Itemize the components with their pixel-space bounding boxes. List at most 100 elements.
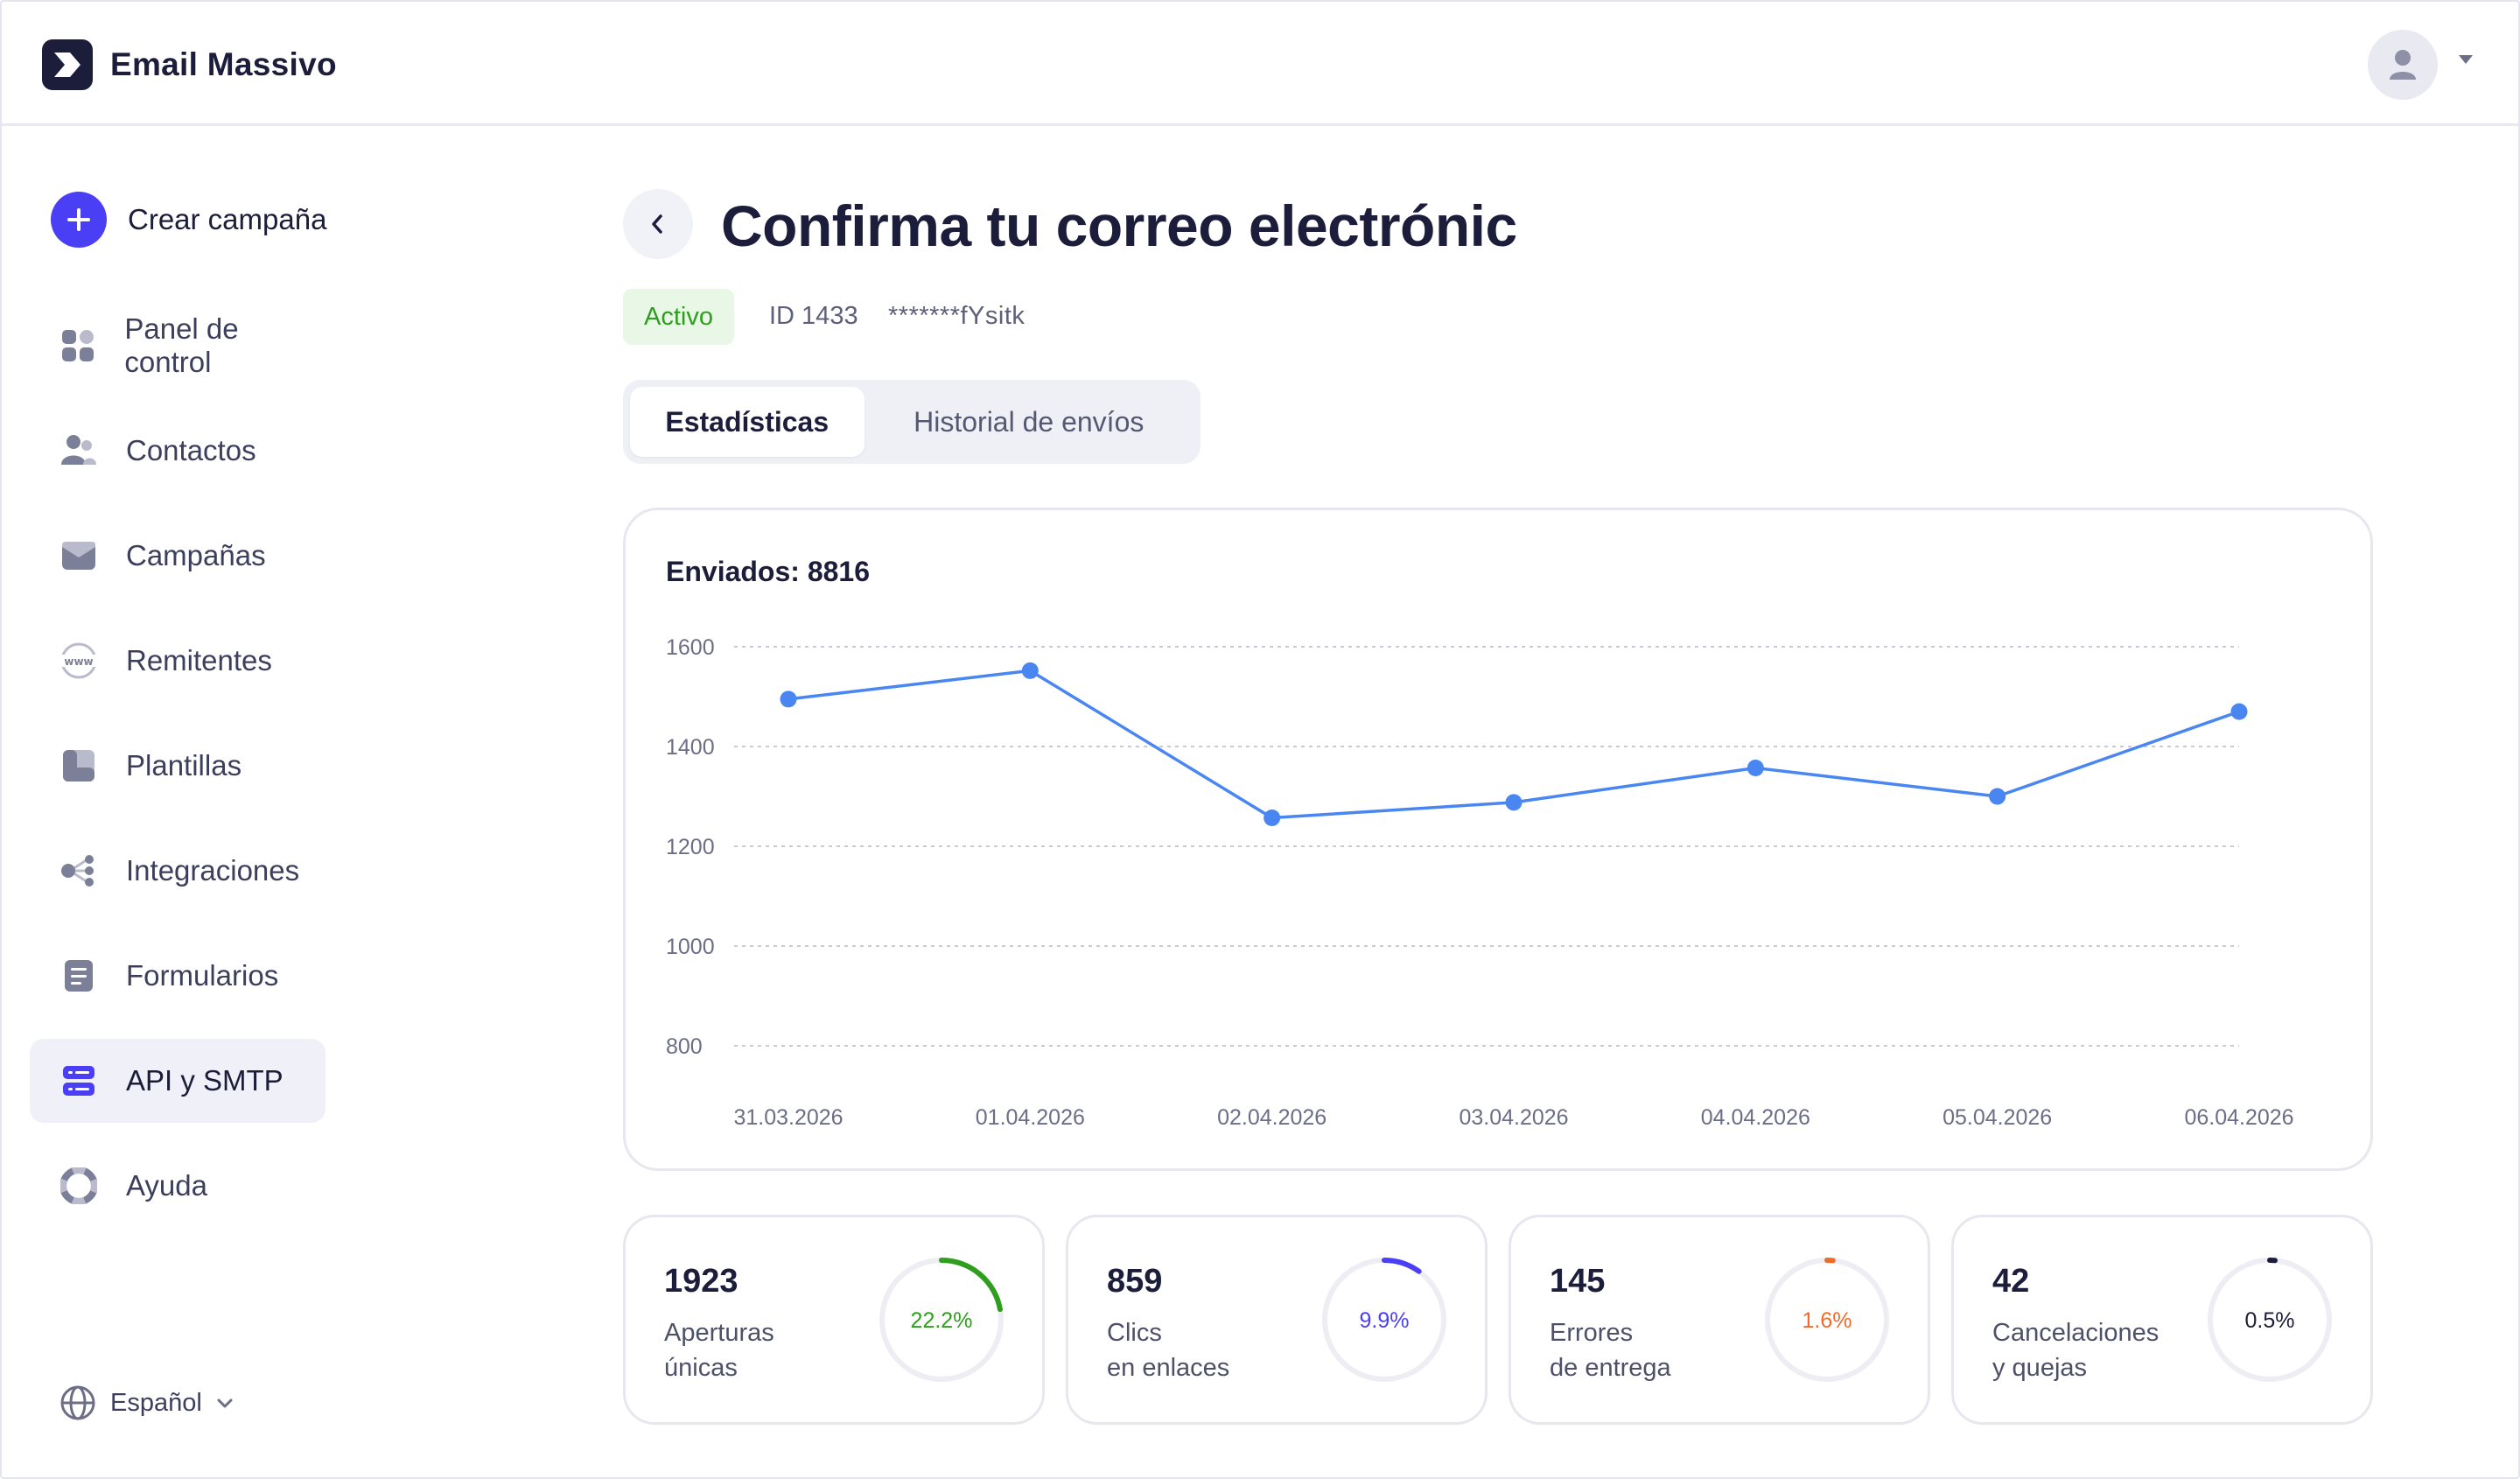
stat-label-line2: de entrega: [1550, 1354, 1671, 1382]
integrations-icon: [60, 852, 98, 890]
sidebar-item-label: Contactos: [126, 434, 256, 466]
ring-progress: [1322, 1258, 1446, 1382]
server-icon: [60, 1062, 98, 1100]
x-tick-label: 04.04.2026: [1701, 1105, 1810, 1130]
data-point: [1264, 810, 1281, 827]
x-tick-label: 03.04.2026: [1459, 1105, 1568, 1130]
sidebar-item-api-smtp[interactable]: API y SMTP: [30, 1039, 326, 1123]
sidebar-item-senders[interactable]: www Remitentes: [30, 619, 326, 703]
y-tick-label: 1600: [666, 635, 715, 660]
sidebar-item-templates[interactable]: Plantillas: [30, 724, 326, 808]
y-tick-label: 1400: [666, 735, 715, 760]
stat-value: 1923: [664, 1263, 738, 1300]
line-chart: 800 1000 1200 1400 1600 31.03.2026 01.04.2026 0…: [666, 635, 2294, 1130]
svg-text:www: www: [64, 655, 93, 668]
chevron-down-icon: [217, 1398, 233, 1408]
stat-label-line1: Errores: [1550, 1319, 1634, 1347]
stat-value: 859: [1107, 1263, 1163, 1300]
stat-value: 42: [1992, 1263, 2030, 1300]
ring-percent-label: 9.9%: [1360, 1308, 1410, 1333]
back-button[interactable]: [623, 189, 693, 259]
globe-icon: [60, 1385, 95, 1420]
sidebar-item-forms[interactable]: Formularios: [30, 934, 326, 1018]
y-tick-label: 1000: [666, 935, 715, 959]
stat-label-line1: Clics: [1107, 1319, 1162, 1347]
create-campaign-label: Crear campaña: [128, 203, 327, 235]
sidebar-item-label: Panel de control: [124, 312, 239, 378]
user-menu-caret-icon[interactable]: [2459, 55, 2473, 64]
sidebar-item-label: Campañas: [126, 539, 266, 571]
logo-icon: [42, 39, 93, 90]
ring-percent-label: 22.2%: [911, 1308, 973, 1333]
dashboard-icon: [60, 326, 96, 365]
sidebar-item-dashboard[interactable]: Panel de control: [30, 304, 326, 388]
user-avatar[interactable]: [2368, 30, 2438, 100]
ring-percent-label: 1.6%: [1802, 1308, 1852, 1333]
stat-label: Aperturas únicas: [664, 1315, 774, 1385]
x-tick-label: 05.04.2026: [1942, 1105, 2052, 1130]
stat-card-delivery-errors: 145 Errores de entrega 1.6%: [1508, 1215, 1930, 1425]
chevron-left-icon: [652, 214, 662, 234]
sidebar-item-integrations[interactable]: Integraciones: [30, 829, 326, 913]
chart-title: Enviados: 8816: [666, 556, 870, 587]
stat-card-unsubscribes: 42 Cancelaciones y quejas 0.5%: [1951, 1215, 2373, 1425]
y-tick-label: 1200: [666, 835, 715, 859]
x-tick-label: 02.04.2026: [1217, 1105, 1326, 1130]
contacts-icon: [60, 431, 98, 470]
ring-percent-label: 0.5%: [2245, 1308, 2295, 1333]
sidebar-item-help[interactable]: Ayuda: [30, 1144, 326, 1228]
data-point: [2230, 703, 2248, 720]
stat-label: Clics en enlaces: [1107, 1315, 1229, 1385]
user-icon: [2390, 50, 2416, 80]
progress-ring: 22.2%: [879, 1258, 1004, 1382]
sidebar-item-contacts[interactable]: Contactos: [30, 409, 326, 493]
sidebar-item-label: Ayuda: [126, 1169, 207, 1202]
templates-icon: [60, 747, 98, 785]
create-campaign-button[interactable]: Crear campaña: [51, 192, 326, 248]
stat-label-line1: Cancelaciones: [1992, 1319, 2160, 1347]
envelope-icon: [60, 536, 98, 575]
data-point: [1505, 794, 1522, 811]
sidebar-item-label: Plantillas: [126, 749, 242, 782]
language-selector[interactable]: Español: [60, 1384, 234, 1421]
sidebar: Crear campaña Panel de control: [2, 129, 369, 1476]
status-badge: Activo: [623, 289, 734, 345]
sidebar-item-label: API y SMTP: [126, 1064, 284, 1097]
www-globe-icon: www: [60, 641, 98, 680]
tab-statistics[interactable]: Estadísticas: [630, 387, 864, 457]
campaign-id: ID 1433: [769, 302, 858, 330]
stat-label: Errores de entrega: [1550, 1315, 1671, 1385]
x-tick-label: 01.04.2026: [976, 1105, 1085, 1130]
sidebar-item-campaigns[interactable]: Campañas: [30, 514, 326, 598]
ring-progress: [879, 1258, 1004, 1382]
data-point: [1746, 760, 1764, 777]
x-tick-label: 06.04.2026: [2184, 1105, 2293, 1130]
data-point: [780, 690, 797, 708]
top-header: Email Massivo: [2, 2, 2518, 126]
sidebar-item-label: Remitentes: [126, 644, 272, 676]
sent-chart-card: Enviados: 8816 800 1000 1200 1400 1600 31.03.…: [623, 508, 2373, 1171]
language-label: Español: [110, 1388, 202, 1417]
stat-card-clicks: 859 Clics en enlaces 9.9%: [1066, 1215, 1488, 1425]
lifebuoy-icon: [60, 1167, 98, 1205]
page-title: Confirma tu correo electrónic: [721, 193, 1517, 258]
progress-ring: 1.6%: [1765, 1258, 1889, 1382]
stat-card-opens: 1923 Aperturas únicas 22.2%: [623, 1215, 1045, 1425]
stat-label-line1: Aperturas: [664, 1319, 774, 1347]
stat-label-line2: únicas: [664, 1354, 738, 1382]
data-point: [1989, 788, 2006, 805]
app-logo[interactable]: Email Massivo: [42, 39, 337, 90]
sidebar-item-label: Integraciones: [126, 854, 300, 887]
x-tick-label: 31.03.2026: [733, 1105, 843, 1130]
tab-send-history[interactable]: Historial de envíos: [914, 405, 1144, 438]
progress-ring: 0.5%: [2208, 1258, 2332, 1382]
tabs: Estadísticas Historial de envíos: [623, 380, 1200, 464]
progress-ring: 9.9%: [1322, 1258, 1446, 1382]
y-tick-label: 800: [666, 1034, 703, 1059]
stat-label-line2: y quejas: [1992, 1354, 2088, 1382]
stat-label: Cancelaciones y quejas: [1992, 1315, 2159, 1385]
forms-icon: [60, 957, 98, 995]
masked-key: *******fYsitk: [888, 302, 1026, 330]
app-name: Email Massivo: [110, 46, 337, 82]
